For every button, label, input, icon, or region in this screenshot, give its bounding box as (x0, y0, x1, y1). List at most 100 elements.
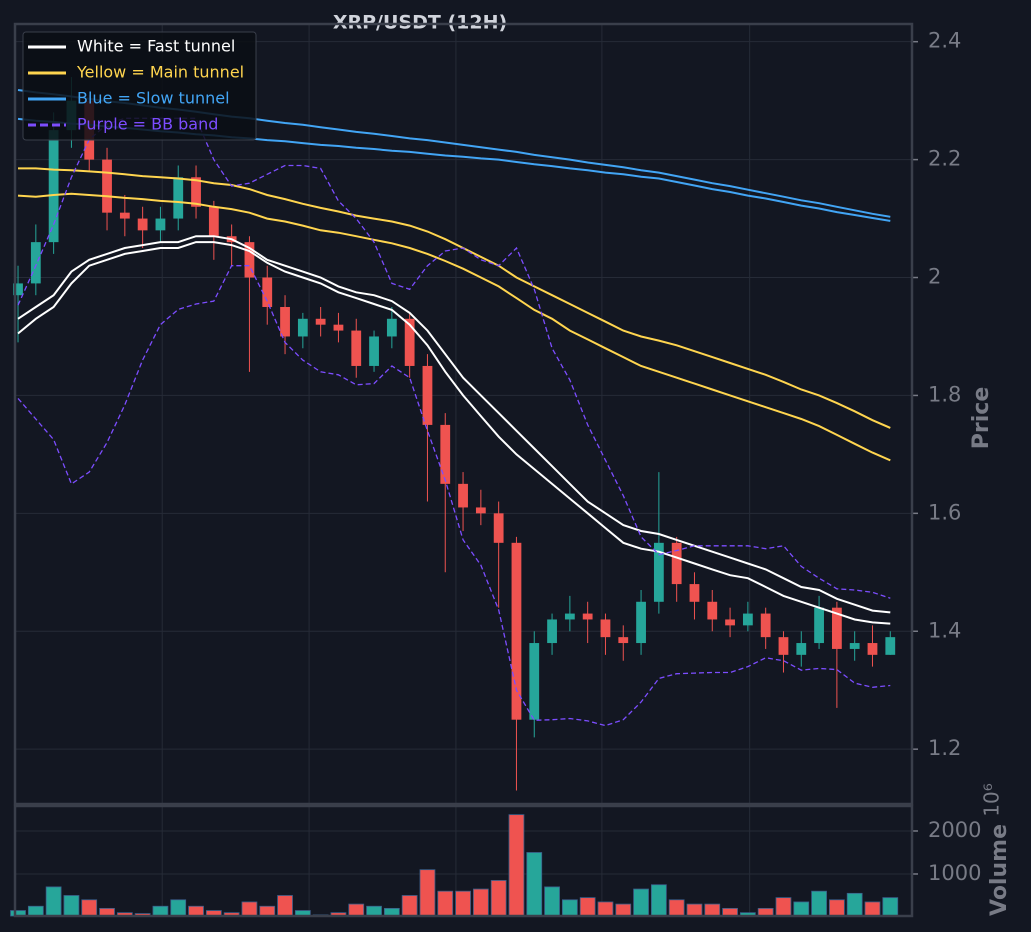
candle-body (653, 542, 664, 602)
candle-body (422, 365, 433, 425)
volume-bar (668, 899, 685, 917)
candle-body (297, 318, 308, 337)
legend-label: Purple = BB band (77, 115, 218, 134)
candle-body (13, 283, 23, 296)
candle-body (244, 242, 255, 278)
volume-tick-label: 2000 (928, 818, 981, 842)
volume-bar (846, 892, 863, 917)
candle-body (636, 601, 646, 644)
candle-body (564, 613, 575, 620)
y-tick-label: 1.2 (928, 736, 961, 760)
volume-bar (27, 905, 44, 917)
candle-body (369, 336, 379, 366)
legend-label: Yellow = Main tunnel (76, 63, 244, 82)
candle-body (155, 218, 166, 231)
candle-body (137, 218, 148, 231)
candle-body (493, 513, 504, 543)
volume-bar (419, 869, 436, 917)
volume-bar (615, 903, 632, 917)
tunnel-line (17, 117, 891, 599)
y-tick-label: 1.6 (928, 500, 961, 524)
candle-body (48, 130, 59, 243)
candle-body (725, 619, 735, 626)
volume-bar (366, 905, 382, 917)
candle-body (689, 584, 700, 602)
volume-bar (650, 884, 667, 917)
candle-body (600, 619, 611, 638)
candle-body (582, 613, 593, 620)
volume-bar (81, 899, 98, 917)
tunnel-line (17, 235, 891, 614)
tunnel-line (17, 241, 891, 625)
volume-bar (633, 888, 649, 917)
candle-body (547, 619, 557, 644)
volume-bar (544, 886, 560, 917)
volume-bar (579, 897, 596, 917)
volume-bar (490, 880, 507, 917)
candle-body (173, 177, 184, 219)
volume-bar (152, 905, 169, 917)
candle-body (867, 643, 878, 655)
volume-bar (775, 897, 792, 917)
volume-bar (793, 901, 810, 917)
volume-bar (348, 903, 365, 917)
y-tick-label: 2.4 (928, 29, 961, 53)
y-axis-label: Price (969, 387, 994, 449)
legend-label: White = Fast tunnel (77, 37, 235, 56)
candle-body (351, 330, 362, 366)
candle-body (191, 177, 201, 207)
candle-body (529, 643, 540, 720)
volume-bar (829, 899, 845, 917)
volume-bar (437, 890, 454, 917)
volume-tick-label: 1000 (928, 861, 981, 885)
volume-bar (241, 901, 258, 917)
volume-axis-label: Volume (987, 824, 1012, 916)
candle-body (742, 613, 753, 626)
y-tick-label: 1.8 (928, 382, 961, 406)
candle-body (458, 483, 468, 508)
candle-body (885, 637, 896, 655)
volume-bar (472, 888, 489, 917)
volume-bar (864, 901, 881, 917)
candle-body (814, 607, 824, 644)
candle-body (707, 601, 718, 620)
price-panel-frame (13, 22, 914, 806)
volume-bar (704, 903, 721, 917)
volume-bar (455, 890, 471, 917)
volume-panel-frame (13, 804, 914, 918)
volume-bar (63, 895, 80, 917)
candle-body (849, 643, 860, 649)
volume-bar (811, 890, 827, 917)
y-tick-label: 1.4 (928, 618, 961, 642)
tunnel-line (18, 167, 891, 429)
volume-bar (188, 905, 204, 917)
tunnel-line (17, 265, 891, 727)
volume-bar (882, 897, 899, 917)
candle-body (671, 542, 682, 585)
volume-bar (170, 899, 187, 917)
volume-bar (508, 814, 525, 917)
candle-body (404, 318, 415, 366)
candle-body (119, 212, 130, 219)
candle-body (262, 277, 273, 307)
candle-body (511, 542, 522, 720)
volume-bar (277, 895, 293, 917)
candle-body (315, 318, 326, 325)
candle-body (440, 424, 451, 484)
candle-body (796, 643, 807, 655)
volume-exponent: 10⁶ (980, 783, 1004, 816)
candle-body (618, 637, 629, 644)
volume-bar (401, 895, 418, 917)
candle-body (102, 159, 112, 213)
candle-body (831, 607, 842, 649)
candle-body (333, 324, 344, 331)
volume-bar (561, 899, 578, 917)
volume-bar (45, 886, 62, 917)
volume-bar (259, 905, 276, 917)
candle-body (280, 306, 290, 337)
candle-body (760, 613, 771, 638)
tunnel-line (17, 192, 891, 462)
volume-bar (526, 852, 543, 917)
